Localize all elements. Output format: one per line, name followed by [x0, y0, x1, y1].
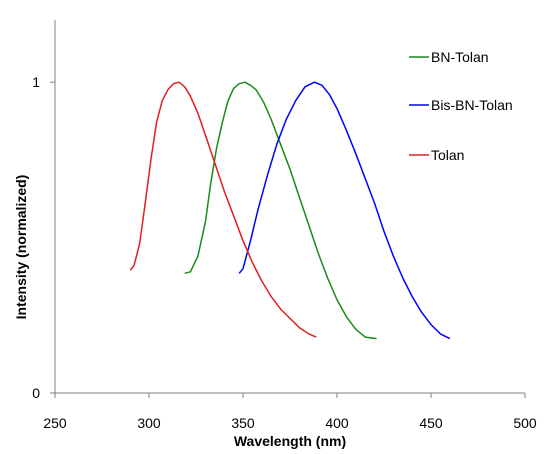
x-tick-label: 250	[43, 415, 67, 431]
x-tick-label: 300	[137, 415, 161, 431]
series-line-bis-bn-tolan	[238, 81, 451, 340]
y-axis-title: Intensity (normalized)	[13, 175, 29, 320]
y-ticks: 01	[32, 74, 55, 401]
x-axis-title: Wavelength (nm)	[234, 433, 346, 449]
series-layer	[129, 81, 451, 340]
y-tick-label: 0	[32, 385, 40, 401]
x-ticks: 250 300 350 400 450 500	[43, 393, 537, 431]
legend-label-bis-bn-tolan: Bis-BN-Tolan	[431, 97, 513, 113]
x-tick-label: 500	[513, 415, 537, 431]
x-tick-label: 350	[231, 415, 255, 431]
x-tick-label: 450	[419, 415, 443, 431]
y-tick-label: 1	[32, 74, 40, 90]
series-line-bn-tolan	[184, 81, 377, 340]
legend-label-tolan: Tolan	[431, 147, 464, 163]
axes	[54, 20, 525, 394]
legend: BN-Tolan Bis-BN-Tolan Tolan	[409, 49, 513, 163]
legend-label-bn-tolan: BN-Tolan	[431, 49, 489, 65]
series-line-tolan	[129, 81, 317, 338]
x-tick-label: 400	[325, 415, 349, 431]
